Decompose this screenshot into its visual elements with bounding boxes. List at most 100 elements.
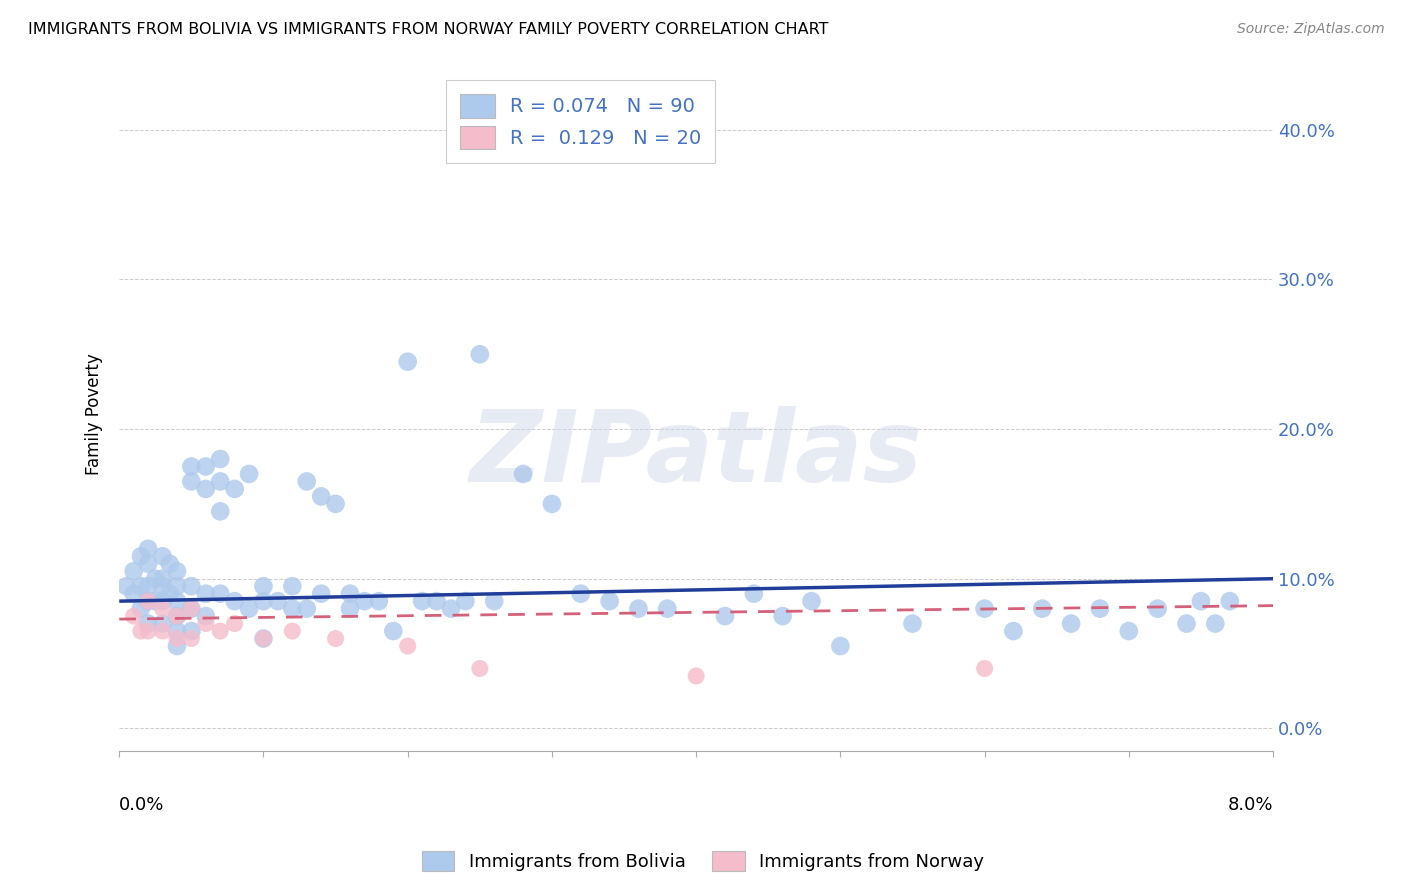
Point	[122, 564, 145, 578]
Point	[166, 564, 188, 578]
Point	[180, 601, 202, 615]
Point	[281, 579, 304, 593]
Point	[166, 579, 188, 593]
Point	[136, 594, 159, 608]
Point	[267, 594, 290, 608]
Point	[367, 594, 389, 608]
Point	[209, 475, 232, 489]
Text: IMMIGRANTS FROM BOLIVIA VS IMMIGRANTS FROM NORWAY FAMILY POVERTY CORRELATION CHA: IMMIGRANTS FROM BOLIVIA VS IMMIGRANTS FR…	[28, 22, 828, 37]
Point	[166, 609, 188, 624]
Point	[166, 609, 188, 624]
Point	[1146, 601, 1168, 615]
Point	[152, 572, 174, 586]
Point	[143, 572, 166, 586]
Point	[252, 594, 274, 608]
Point	[166, 632, 188, 646]
Point	[411, 594, 433, 608]
Point	[382, 624, 405, 638]
Point	[194, 459, 217, 474]
Point	[180, 579, 202, 593]
Point	[166, 624, 188, 638]
Point	[325, 497, 347, 511]
Point	[194, 609, 217, 624]
Point	[129, 601, 152, 615]
Point	[159, 557, 181, 571]
Point	[800, 594, 823, 608]
Point	[136, 594, 159, 608]
Point	[209, 624, 232, 638]
Point	[425, 594, 447, 608]
Point	[115, 579, 138, 593]
Point	[396, 639, 419, 653]
Text: Source: ZipAtlas.com: Source: ZipAtlas.com	[1237, 22, 1385, 37]
Point	[901, 616, 924, 631]
Point	[1060, 616, 1083, 631]
Text: 0.0%: 0.0%	[120, 796, 165, 814]
Point	[136, 616, 159, 631]
Point	[396, 355, 419, 369]
Point	[281, 601, 304, 615]
Text: ZIPatlas: ZIPatlas	[470, 406, 922, 503]
Point	[252, 632, 274, 646]
Point	[440, 601, 463, 615]
Point	[143, 594, 166, 608]
Point	[830, 639, 852, 653]
Point	[152, 579, 174, 593]
Point	[209, 504, 232, 518]
Point	[1031, 601, 1053, 615]
Point	[1219, 594, 1241, 608]
Point	[152, 624, 174, 638]
Point	[1118, 624, 1140, 638]
Point	[166, 594, 188, 608]
Point	[180, 475, 202, 489]
Point	[136, 579, 159, 593]
Point	[180, 459, 202, 474]
Point	[166, 639, 188, 653]
Point	[295, 601, 318, 615]
Point	[454, 594, 477, 608]
Point	[180, 601, 202, 615]
Point	[353, 594, 375, 608]
Point	[309, 587, 332, 601]
Point	[209, 452, 232, 467]
Point	[742, 587, 765, 601]
Legend: Immigrants from Bolivia, Immigrants from Norway: Immigrants from Bolivia, Immigrants from…	[415, 844, 991, 879]
Legend: R = 0.074   N = 90, R =  0.129   N = 20: R = 0.074 N = 90, R = 0.129 N = 20	[446, 80, 716, 163]
Point	[122, 609, 145, 624]
Point	[122, 587, 145, 601]
Point	[569, 587, 592, 601]
Point	[1189, 594, 1212, 608]
Point	[685, 669, 707, 683]
Point	[136, 624, 159, 638]
Point	[129, 579, 152, 593]
Point	[468, 661, 491, 675]
Point	[152, 601, 174, 615]
Text: 8.0%: 8.0%	[1227, 796, 1272, 814]
Point	[512, 467, 534, 481]
Point	[238, 467, 260, 481]
Point	[238, 601, 260, 615]
Point	[180, 624, 202, 638]
Point	[1204, 616, 1226, 631]
Point	[309, 490, 332, 504]
Point	[1002, 624, 1025, 638]
Point	[295, 475, 318, 489]
Point	[599, 594, 621, 608]
Point	[252, 579, 274, 593]
Point	[136, 557, 159, 571]
Point	[152, 549, 174, 564]
Point	[685, 137, 707, 152]
Point	[152, 616, 174, 631]
Point	[180, 632, 202, 646]
Point	[159, 587, 181, 601]
Point	[194, 482, 217, 496]
Point	[468, 347, 491, 361]
Point	[136, 541, 159, 556]
Point	[1175, 616, 1198, 631]
Point	[772, 609, 794, 624]
Point	[209, 587, 232, 601]
Point	[973, 601, 995, 615]
Point	[339, 601, 361, 615]
Point	[224, 616, 246, 631]
Point	[657, 601, 679, 615]
